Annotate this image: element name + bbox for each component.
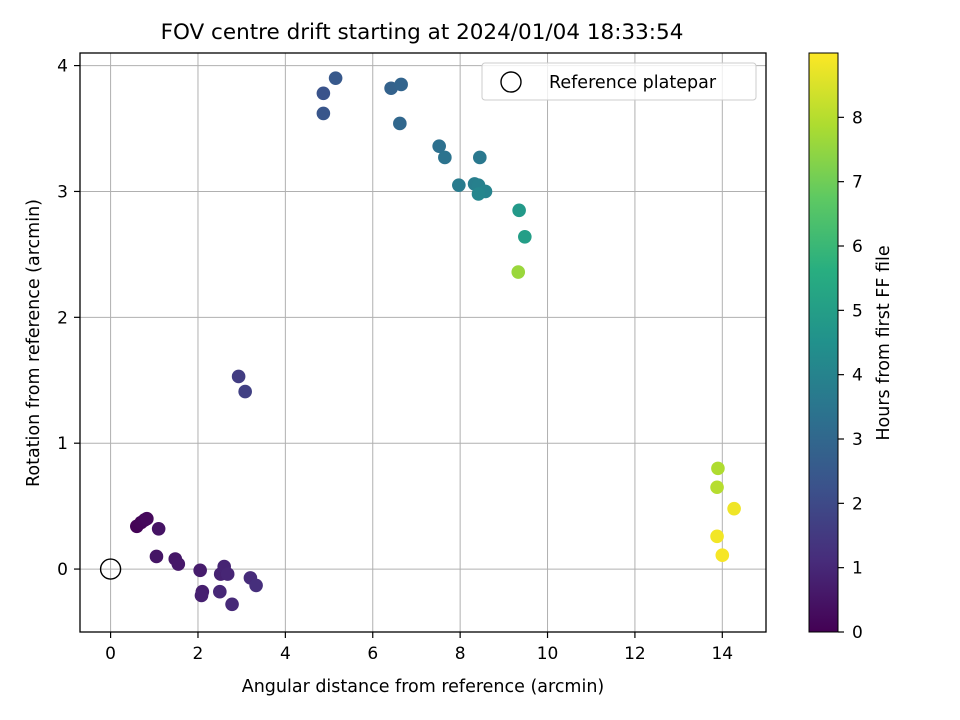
data-point [512,203,526,218]
colorbar-tick-label: 6 [852,237,863,257]
data-point [471,187,486,201]
data-point [518,229,532,244]
data-point [151,521,166,536]
y-tick-label: 4 [57,57,68,77]
data-point [438,150,452,165]
grid [80,53,766,632]
data-point [213,584,227,599]
y-tick-label: 3 [57,182,68,202]
x-tick-label: 0 [105,644,116,664]
data-point [140,511,154,526]
data-point [231,369,246,384]
data-points [99,71,741,612]
reference-platepar-marker [99,558,122,580]
data-point [316,86,331,101]
data-point [727,501,741,516]
data-point [171,557,186,571]
data-point [711,461,725,476]
y-axis-label: Rotation from reference (arcmin) [24,199,44,487]
data-point [710,529,724,544]
colorbar-tick-label: 8 [852,108,863,128]
x-axis-ticks: 0 2 4 6 8 10 12 14 [105,632,733,664]
data-point [149,549,164,564]
data-point [238,384,252,399]
x-tick-label: 10 [537,644,559,664]
x-tick-label: 4 [280,644,291,664]
x-tick-label: 14 [711,644,733,664]
x-tick-label: 6 [367,644,378,664]
data-point [511,265,526,279]
x-tick-label: 8 [455,644,466,664]
colorbar-tick-label: 5 [852,301,863,321]
data-point [194,588,209,603]
y-tick-label: 0 [57,560,68,580]
legend-label: Reference platepar [549,73,717,93]
colorbar-tick-label: 0 [852,623,863,643]
colorbar-tick-label: 3 [852,430,863,450]
data-point [225,597,239,612]
colorbar-label: Hours from first FF file [874,245,894,440]
data-point [715,548,730,563]
colorbar-gradient [808,52,839,633]
legend: Reference platepar [481,62,757,101]
data-point [432,139,446,153]
data-point [249,578,263,593]
plot-frame [79,52,767,633]
colorbar-tick-label: 1 [852,559,863,579]
legend-box [481,62,757,101]
y-tick-label: 1 [57,434,68,454]
colorbar-tick-label: 7 [852,173,863,193]
legend-reference-marker [500,71,522,93]
data-point [393,116,407,131]
y-tick-label: 2 [57,308,68,328]
colorbar-tick-label: 4 [852,366,863,386]
data-point [193,563,207,578]
chart-title: FOV centre drift starting at 2024/01/04 … [161,20,684,45]
colorbar-tick-label: 2 [852,494,863,514]
colorbar: 0 1 2 3 4 5 6 7 8 Hours from first FF file [808,52,894,643]
data-point [710,480,724,495]
x-tick-label: 2 [193,644,204,664]
y-axis-ticks: 0 1 2 3 4 [57,57,80,580]
x-axis-label: Angular distance from reference (arcmin) [242,677,605,697]
data-point [394,77,408,92]
data-point [473,150,487,165]
x-tick-label: 12 [624,644,646,664]
data-point [316,106,331,121]
data-point [328,71,343,85]
data-point [220,567,235,581]
colorbar-ticks: 0 1 2 3 4 5 6 7 8 [838,108,863,643]
data-point [452,178,466,192]
